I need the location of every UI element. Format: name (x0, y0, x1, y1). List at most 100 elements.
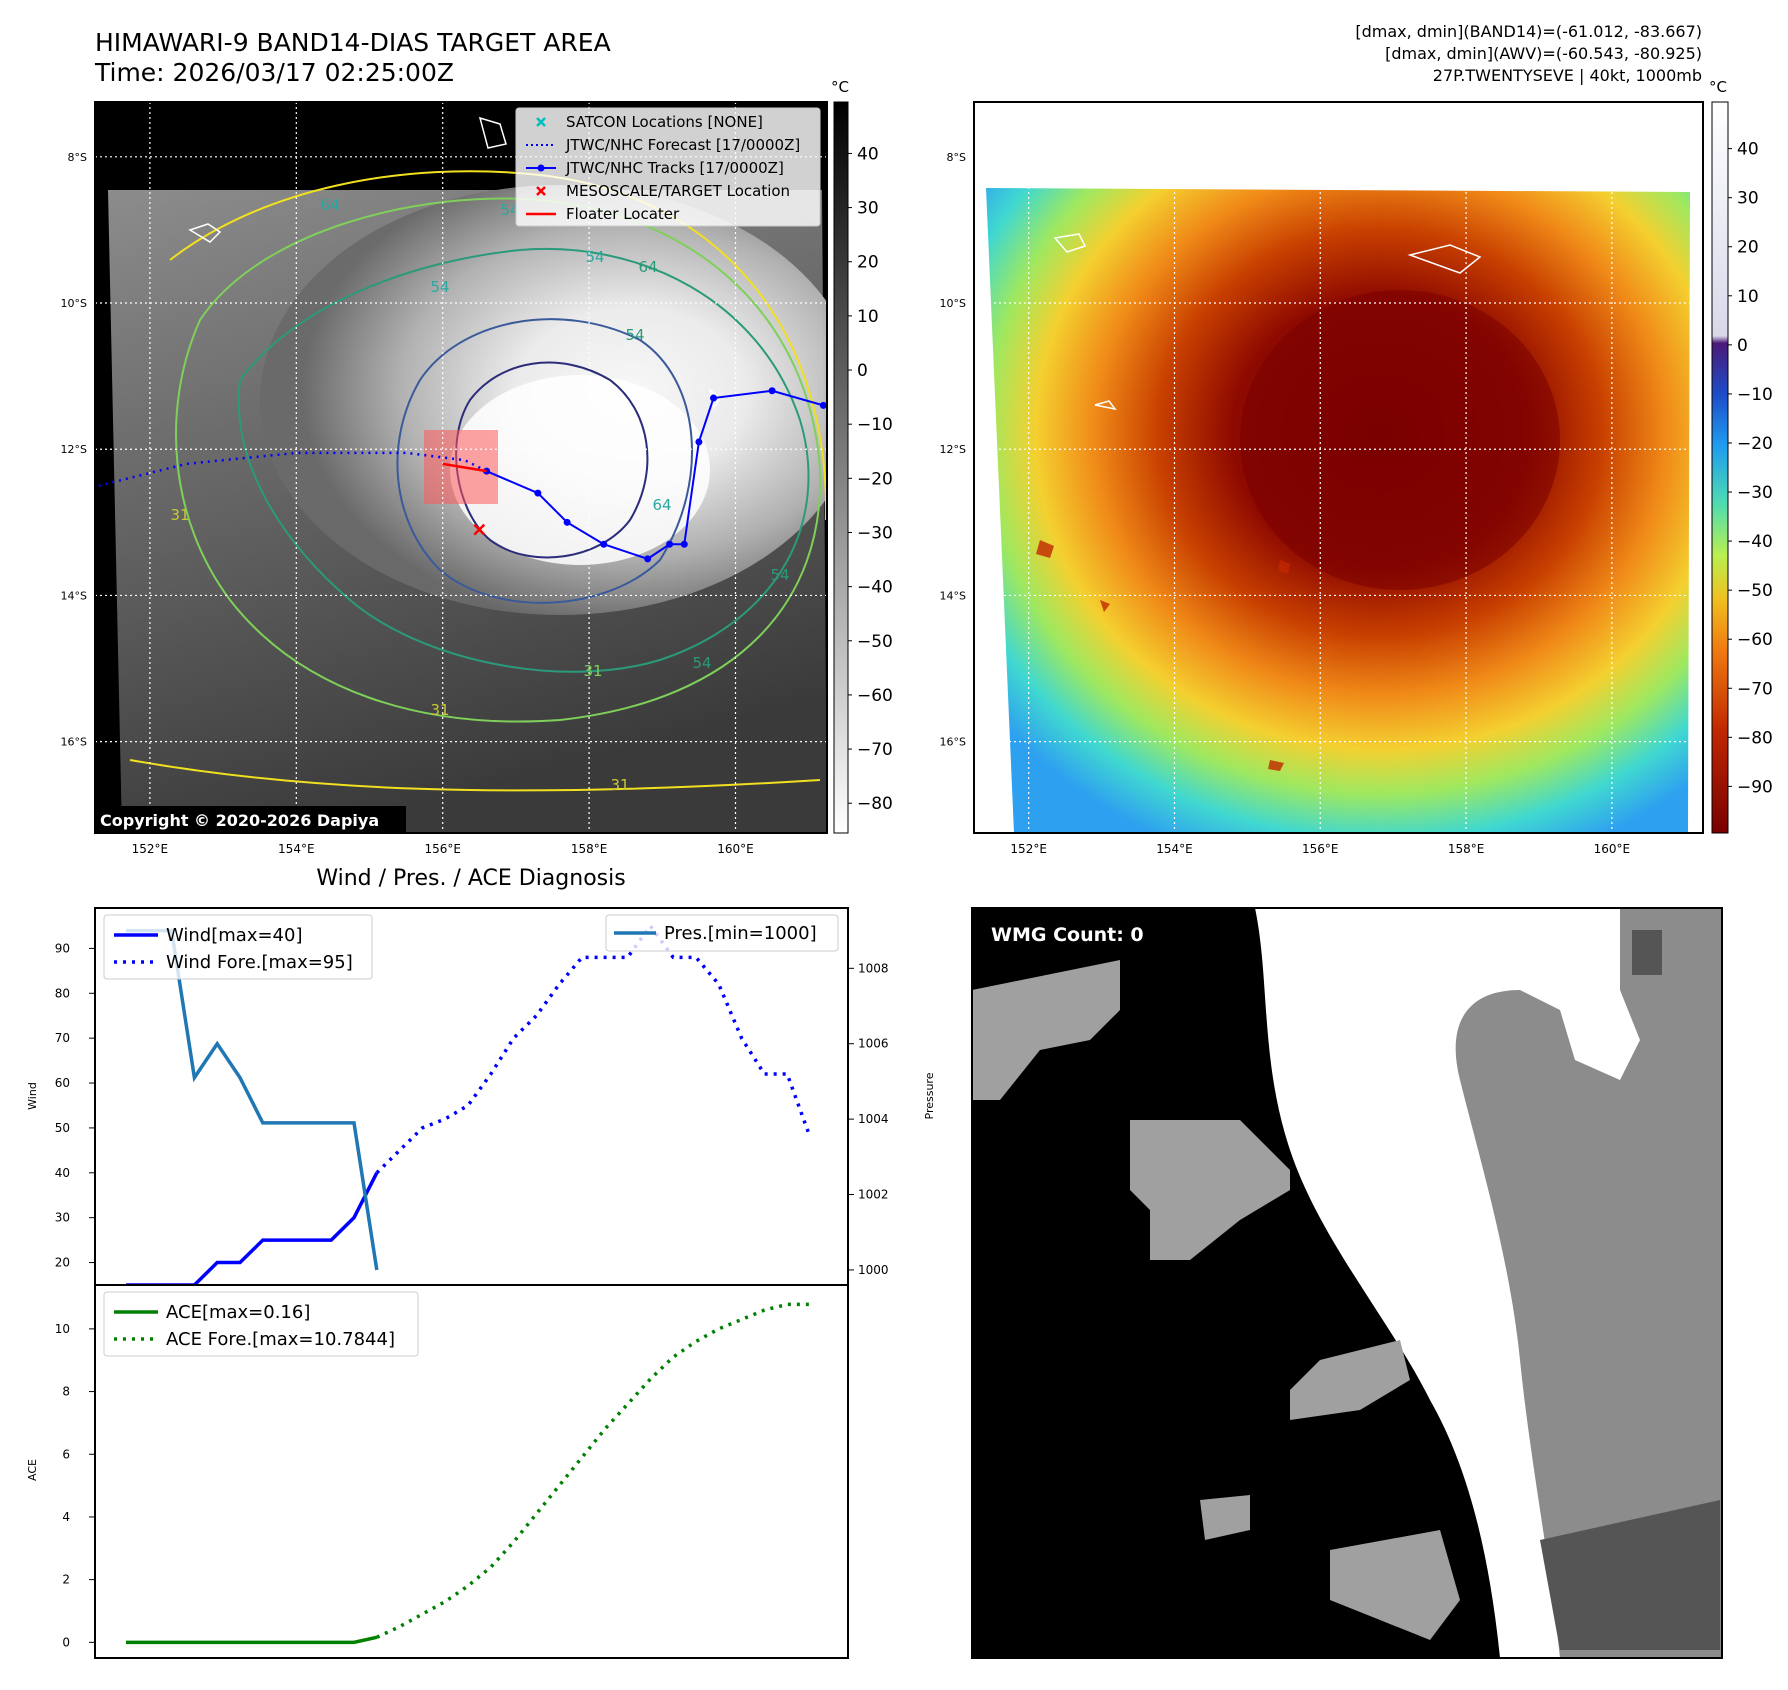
lat-tick-label: 12°S (61, 443, 87, 456)
gray-colorbar-bar (833, 101, 849, 834)
awv-core (1240, 290, 1560, 590)
lon-tick-label: 160°E (1594, 842, 1631, 856)
pressure-tick-label: 1006 (858, 1037, 889, 1051)
awv-color-map (973, 101, 1704, 834)
wmg-gray-small (1200, 1495, 1250, 1540)
figure-title: HIMAWARI-9 BAND14-DIAS TARGET AREA (95, 28, 611, 57)
track-point (666, 540, 674, 548)
contour-label: 64 (638, 258, 657, 276)
legend-label: JTWC/NHC Tracks [17/0000Z] (565, 159, 784, 177)
info-awv: [dmax, dmin](AWV)=(-60.543, -80.925) (1385, 44, 1702, 63)
contour-64 (396, 318, 693, 604)
colorbar-tick-label: −40 (857, 578, 893, 598)
lat-tick-label: 8°S (68, 151, 87, 164)
gray-colorbar-unit: °C (831, 78, 849, 96)
pressure-tick-label: 1004 (858, 1112, 889, 1126)
wind-legend-box (103, 914, 373, 980)
ace-tick-label: 6 (62, 1447, 70, 1461)
colorbar-tick-label: 10 (857, 307, 879, 327)
ace-legend: ACE[max=0.16] ACE Fore.[max=10.7844] (103, 1291, 419, 1357)
lon-tick-label: 156°E (424, 842, 461, 856)
track-overlay (98, 387, 827, 563)
copyright-box (94, 806, 406, 833)
lon-tick-label: 154°E (278, 842, 315, 856)
wind-pressure-chart: 20 30 40 50 60 70 80 90 1000 1002 1004 1006 1008 Wi… (26, 907, 936, 1287)
wind-tick-label: 70 (55, 1031, 70, 1045)
colorbar-tick-label: 10 (1737, 287, 1759, 307)
colorbar-tick-label: −60 (1737, 630, 1773, 650)
lat-tick-label: 14°S (61, 589, 87, 602)
colorbar-tick-label: 40 (1737, 140, 1759, 160)
wmg-gray-center (1130, 1120, 1290, 1260)
lat-tick-label: 12°S (940, 443, 966, 456)
ace-lines (126, 1302, 810, 1645)
legend-label: SATCON Locations [NONE] (566, 113, 763, 131)
contour-label: 54 (585, 248, 604, 266)
colorbar-tick-label: −30 (857, 523, 893, 543)
colorbar-tick-label: 30 (857, 199, 879, 219)
lon-tick-label: 158°E (1448, 842, 1485, 856)
cloud-core (450, 375, 710, 565)
wmg-count-label: WMG Count: 0 (991, 924, 1144, 946)
colorbar-tick-label: −80 (857, 794, 893, 814)
wmg-gray-mid (1290, 1340, 1410, 1420)
colorbar-tick-label: −50 (1737, 581, 1773, 601)
diagnosis-title: Wind / Pres. / ACE Diagnosis (316, 866, 625, 891)
colorbar-tick-label: −90 (1737, 777, 1773, 797)
contour-label: 64 (320, 196, 339, 214)
color-colorbar: °C 40 30 20 10 0 −10 −20 −30 −40 −50 −60 −70 −80 −90 (1709, 78, 1773, 834)
pressure-tick-label: 1008 (858, 961, 889, 975)
info-storm: 27P.TWENTYSEVE | 40kt, 1000mb (1433, 66, 1702, 85)
colorbar-tick-label: 40 (857, 144, 879, 164)
copyright-text: Copyright © 2020-2026 Dapiya (100, 811, 379, 830)
map-r-gridlines (974, 102, 1703, 833)
wmg-gray-topleft (972, 960, 1120, 1100)
series-line-pres (126, 928, 379, 1271)
lat-tick-label: 10°S (61, 297, 87, 310)
legend-label: Pres.[min=1000] (664, 923, 817, 944)
wind-tick-label: 90 (55, 941, 70, 955)
wind-tick-label: 40 (55, 1166, 70, 1180)
ace-chart: 0 2 4 6 8 10 ACE ACE[max=0.16] ACE Fore.[max=1… (26, 1284, 849, 1659)
legend-marker (536, 117, 546, 127)
map-tick-labels: 8°S 10°S 12°S 14°S 16°S 152°E 154°E 156°E 158°E 1… (61, 151, 1631, 856)
pressure-ylabel: Pressure (923, 1072, 936, 1119)
lat-tick-label: 10°S (940, 297, 966, 310)
series-line-acefore (376, 1302, 810, 1639)
legend-box (515, 107, 821, 227)
ace-tick-label: 10 (55, 1322, 70, 1336)
lon-tick-label: 152°E (1010, 842, 1047, 856)
colorbar-tick-label: 30 (1737, 189, 1759, 209)
lat-tick-label: 14°S (940, 589, 966, 602)
wind-lines (126, 922, 812, 1287)
contour-label: 31 (610, 776, 629, 794)
lat-tick-label: 16°S (940, 736, 966, 749)
wind-tick-label: 50 (55, 1121, 70, 1135)
colorbar-tick-label: 20 (857, 253, 879, 273)
lon-tick-label: 158°E (571, 842, 608, 856)
map-gridlines (95, 102, 827, 833)
contour-label: 31 (430, 701, 449, 719)
ace-y-ticks: 0 2 4 6 8 10 (55, 1322, 95, 1649)
ace-legend-box (103, 1291, 419, 1357)
wind-tick-label: 30 (55, 1211, 70, 1225)
track-point (680, 540, 688, 548)
legend-marker (536, 186, 546, 196)
contour-54 (237, 248, 810, 673)
lat-tick-label: 16°S (61, 736, 87, 749)
map-frame (94, 101, 828, 834)
colorbar-tick-label: −40 (1737, 532, 1773, 552)
track-point (710, 394, 718, 402)
colorbar-tick-label: −50 (857, 632, 893, 652)
lon-tick-label: 152°E (132, 842, 169, 856)
color-colorbar-bar (1711, 101, 1729, 834)
ace-tick-label: 4 (62, 1510, 70, 1524)
map-legend: SATCON Locations [NONE] JTWC/NHC Forecast… (515, 107, 821, 227)
contour-label: 31 (170, 506, 189, 524)
ace-ylabel: ACE (26, 1459, 39, 1481)
contour-label: 31 (583, 662, 602, 680)
series-line-wind (126, 1172, 379, 1287)
ace-tick-label: 2 (62, 1573, 70, 1587)
track-point (768, 387, 776, 395)
